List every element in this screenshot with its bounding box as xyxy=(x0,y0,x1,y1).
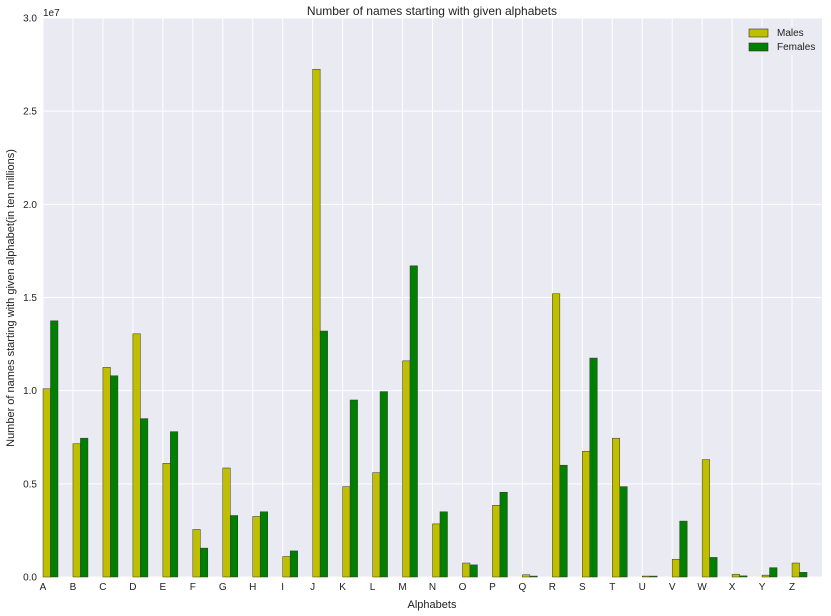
x-tick-label: L xyxy=(370,582,376,593)
bar-females-b xyxy=(80,437,89,578)
x-tick-label: V xyxy=(669,582,676,593)
y-tick-label: 0.0 xyxy=(23,573,37,584)
tick-labels: 0.0 0.5 1.0 1.5 2.0 2.5 3.0 A B C D E F G H I J K L M N O P Q R S… xyxy=(23,14,795,594)
bar-females-s xyxy=(589,357,598,578)
legend-label-males: Males xyxy=(777,28,804,39)
bar-males-a xyxy=(42,388,51,578)
bar-males-f xyxy=(192,529,201,578)
x-tick-label: A xyxy=(40,582,47,593)
bar-males-k xyxy=(342,486,351,578)
bar-females-d xyxy=(140,418,149,578)
bar-males-g xyxy=(222,467,231,578)
legend: Males Females xyxy=(737,27,817,55)
y-offset-label: 1e7 xyxy=(43,8,60,19)
bar-females-q xyxy=(529,575,538,578)
x-tick-label: E xyxy=(160,582,167,593)
bar-females-h xyxy=(259,511,268,578)
x-tick-label: O xyxy=(459,582,467,593)
bar-males-r xyxy=(552,293,561,578)
x-tick-label: I xyxy=(281,582,284,593)
bar-males-w xyxy=(701,459,710,578)
y-tick-label: 1.5 xyxy=(23,293,37,304)
bar-males-o xyxy=(462,562,471,578)
x-tick-label: X xyxy=(729,582,736,593)
x-tick-label: K xyxy=(339,582,346,593)
x-tick-label: H xyxy=(249,582,256,593)
bar-males-d xyxy=(132,333,141,578)
bar-females-z xyxy=(799,572,808,578)
bar-females-y xyxy=(769,567,778,578)
x-tick-label: F xyxy=(190,582,196,593)
y-tick-label: 2.5 xyxy=(23,107,37,118)
bar-females-f xyxy=(200,547,209,578)
x-tick-label: R xyxy=(549,582,556,593)
x-tick-label: S xyxy=(579,582,586,593)
bar-females-c xyxy=(110,375,119,578)
bar-males-y xyxy=(761,574,770,578)
bar-females-w xyxy=(709,557,718,578)
bar-males-e xyxy=(162,463,171,578)
x-tick-label: N xyxy=(429,582,436,593)
bar-males-l xyxy=(372,472,381,578)
bar-males-q xyxy=(522,574,531,578)
x-tick-label: T xyxy=(609,582,615,593)
legend-swatch-males xyxy=(748,28,769,38)
bar-females-e xyxy=(170,431,179,578)
bar-females-r xyxy=(559,464,568,578)
bar-females-m xyxy=(409,265,418,578)
bar-males-c xyxy=(102,367,111,578)
x-tick-label: Y xyxy=(759,582,766,593)
bar-females-x xyxy=(739,575,748,578)
x-tick-label: J xyxy=(310,582,315,593)
bar-males-v xyxy=(671,559,680,578)
x-axis-label: Alphabets xyxy=(408,599,457,611)
bar-females-o xyxy=(469,564,478,578)
x-tick-label: Z xyxy=(789,582,795,593)
bar-females-p xyxy=(499,491,508,578)
y-tick-label: 1.0 xyxy=(23,386,37,397)
legend-swatch-females xyxy=(748,42,769,52)
bar-males-j xyxy=(312,68,321,578)
x-tick-label: B xyxy=(70,582,77,593)
y-axis-label: Number of names starting with given alph… xyxy=(5,149,17,447)
y-tick-label: 3.0 xyxy=(23,14,37,25)
bar-females-u xyxy=(649,575,658,578)
bar-males-x xyxy=(731,573,740,578)
x-tick-label: G xyxy=(219,582,227,593)
bar-males-z xyxy=(791,562,800,578)
bar-males-h xyxy=(252,516,261,578)
x-tick-label: M xyxy=(398,582,406,593)
bar-females-v xyxy=(679,520,688,578)
chart-title: Number of names starting with given alph… xyxy=(307,4,557,18)
y-tick-label: 2.0 xyxy=(23,200,37,211)
x-tick-label: Q xyxy=(518,582,526,593)
bar-females-i xyxy=(289,550,298,578)
bar-females-g xyxy=(230,515,238,578)
y-tick-label: 0.5 xyxy=(23,479,37,490)
bars xyxy=(42,68,808,578)
bar-females-l xyxy=(379,391,388,578)
legend-label-females: Females xyxy=(777,42,815,53)
bar-females-j xyxy=(319,330,328,578)
bar-females-t xyxy=(619,486,628,578)
bar-males-p xyxy=(492,505,501,578)
bar-males-m xyxy=(402,360,411,578)
bar-males-i xyxy=(282,556,291,578)
x-tick-label: D xyxy=(129,582,136,593)
x-tick-label: U xyxy=(639,582,646,593)
bar-males-t xyxy=(612,437,621,578)
bar-males-b xyxy=(72,443,81,578)
bar-females-n xyxy=(439,511,448,578)
x-tick-label: C xyxy=(99,582,106,593)
bar-females-a xyxy=(50,320,59,578)
x-tick-label: P xyxy=(489,582,496,593)
bar-males-n xyxy=(432,523,441,578)
bar-males-s xyxy=(582,450,591,578)
bar-males-u xyxy=(641,575,650,578)
x-tick-label: W xyxy=(697,582,707,593)
bar-females-k xyxy=(349,399,358,578)
